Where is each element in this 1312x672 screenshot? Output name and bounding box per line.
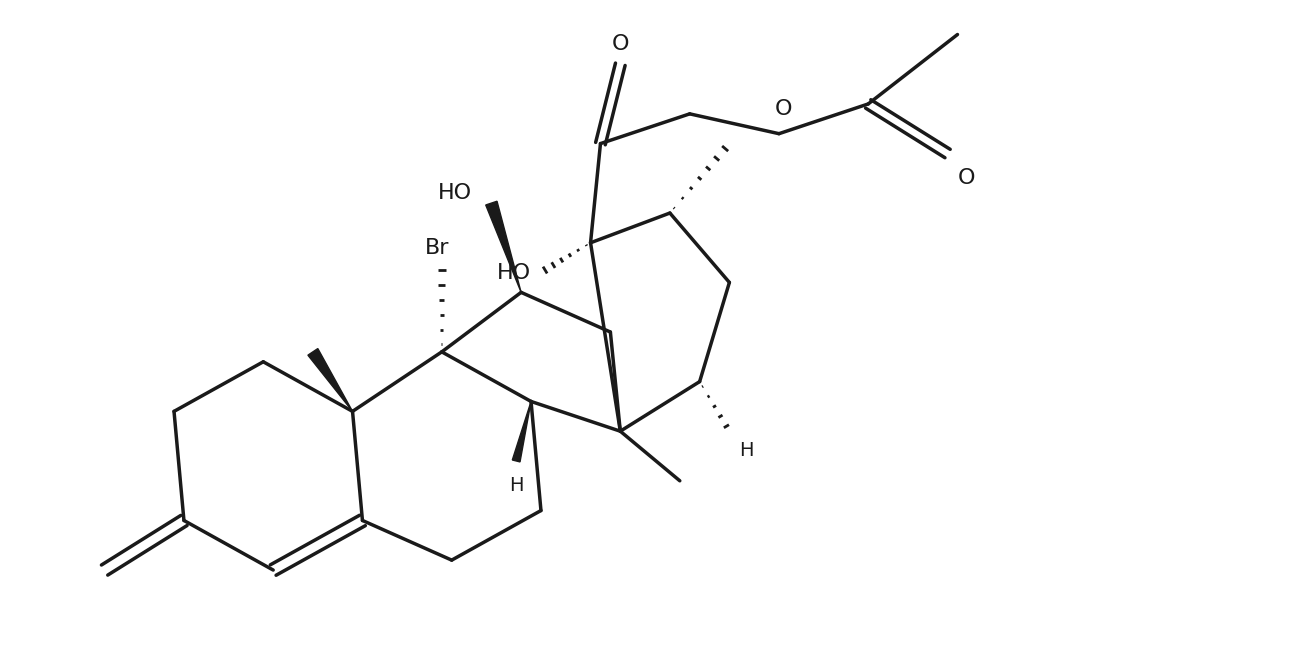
Polygon shape [512,401,531,462]
Text: H: H [739,441,754,460]
Polygon shape [485,201,521,292]
Text: HO: HO [437,183,471,203]
Text: O: O [775,99,792,119]
Polygon shape [308,349,353,411]
Text: HO: HO [497,263,531,282]
Text: Br: Br [425,238,449,257]
Text: O: O [958,169,975,188]
Text: O: O [611,34,628,54]
Text: H: H [509,476,523,495]
